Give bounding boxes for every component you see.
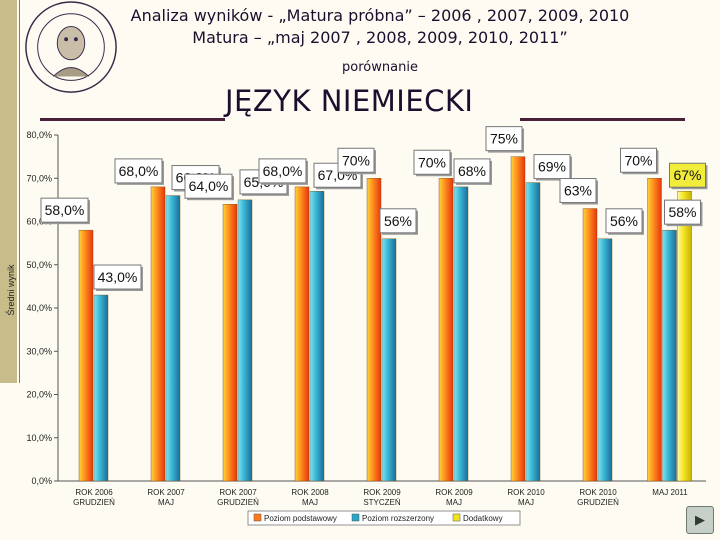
data-label-box — [337, 147, 375, 173]
x-tick-label: GRUDZIEŃ — [217, 498, 259, 507]
data-label: 58,0% — [45, 202, 85, 218]
x-tick-label: ROK 2009 — [435, 488, 473, 497]
bar-basic — [510, 156, 526, 482]
data-label: 69% — [538, 159, 566, 175]
y-tick-label: 20,0% — [26, 390, 52, 400]
data-label-box — [605, 208, 643, 234]
x-tick-label: ROK 2006 — [75, 488, 113, 497]
school-seal-logo — [25, 1, 117, 93]
x-tick-label: ROK 2010 — [579, 488, 617, 497]
data-label: 64,0% — [189, 178, 229, 194]
y-tick-label: 50,0% — [26, 260, 52, 270]
header-line-3: porównanie — [342, 60, 418, 75]
bar-basic — [582, 208, 598, 482]
x-tick-label: MAJ — [302, 498, 318, 507]
next-slide-icon: ▶ — [695, 512, 705, 527]
data-label: 68,0% — [119, 163, 159, 179]
data-label: 68% — [458, 163, 486, 179]
bar-basic — [294, 186, 310, 482]
bar-extended — [453, 186, 469, 482]
x-tick-label: MAJ — [518, 498, 534, 507]
legend-swatch — [351, 513, 360, 522]
legend-swatch — [253, 513, 262, 522]
data-label-box — [40, 197, 89, 223]
bar-extended — [237, 199, 253, 482]
y-tick-label: 70,0% — [26, 173, 52, 183]
legend-frame — [247, 510, 521, 526]
data-label: 70% — [342, 152, 370, 168]
data-label: 56% — [384, 213, 412, 229]
data-label-box — [453, 158, 491, 184]
bar-extended — [662, 229, 677, 482]
x-tick-label: ROK 2007 — [219, 488, 257, 497]
bar-extended — [597, 238, 613, 482]
x-tick-label: MAJ 2011 — [652, 488, 688, 497]
data-label-box — [664, 199, 701, 225]
data-label: 63% — [564, 183, 592, 199]
data-label-box — [620, 147, 657, 173]
bar-basic — [78, 229, 94, 482]
x-tick-label: ROK 2007 — [147, 488, 185, 497]
legend-label: Poziom podstawowy — [264, 514, 337, 523]
x-tick-label: ROK 2010 — [507, 488, 545, 497]
header-line-2: Matura – „maj 2007 , 2008, 2009, 2010, 2… — [192, 28, 568, 47]
data-label: 43,0% — [98, 269, 138, 285]
title-rule-left — [40, 118, 225, 121]
x-tick-label: GRUDZIEŃ — [73, 498, 115, 507]
x-tick-label: GRUDZIEŃ — [577, 498, 619, 507]
x-tick-label: ROK 2009 — [363, 488, 401, 497]
subject-title: JĘZYK NIEMIECKI — [225, 84, 474, 118]
data-label-box — [533, 154, 571, 180]
x-tick-label: MAJ — [158, 498, 174, 507]
title-rule-right — [520, 118, 685, 121]
bar-additional — [677, 191, 692, 482]
bar-extended — [525, 182, 541, 482]
y-tick-label: 0,0% — [31, 476, 52, 486]
data-label: 56% — [610, 213, 638, 229]
y-tick-label: 10,0% — [26, 433, 52, 443]
data-label-box — [114, 158, 163, 184]
data-label-box — [184, 173, 233, 199]
left-decorative-band — [0, 0, 17, 383]
y-axis-label: Średni wynik — [5, 264, 16, 316]
x-tick-label: STYCZEŃ — [363, 498, 401, 507]
bar-basic — [150, 186, 166, 482]
y-tick-label: 60,0% — [26, 217, 52, 227]
x-tick-label: MAJ — [446, 498, 462, 507]
next-slide-button[interactable]: ▶ — [686, 506, 714, 534]
x-tick-label: ROK 2008 — [291, 488, 329, 497]
left-band-divider — [19, 0, 20, 383]
bar-extended — [93, 294, 109, 482]
data-label: 58% — [668, 204, 696, 220]
data-label: 68,0% — [263, 163, 303, 179]
legend-swatch — [452, 513, 461, 522]
header-line-1: Analiza wyników - „Matura próbna” – 2006… — [130, 6, 630, 25]
bar-basic — [647, 178, 662, 482]
data-label: 75% — [490, 131, 518, 147]
y-tick-label: 80,0% — [26, 130, 52, 140]
bar-basic — [222, 203, 238, 482]
data-label-box — [413, 149, 451, 175]
data-label: 70% — [418, 154, 446, 170]
y-tick-label: 40,0% — [26, 303, 52, 313]
legend-label: Dodatkowy — [463, 514, 503, 523]
data-label-box — [258, 158, 307, 184]
bar-basic — [366, 178, 382, 482]
data-label: 70% — [624, 152, 652, 168]
y-tick-label: 30,0% — [26, 346, 52, 356]
bar-extended — [381, 238, 397, 482]
data-label-box — [93, 264, 142, 290]
data-label-box — [485, 126, 523, 152]
data-label: 67% — [673, 167, 701, 183]
data-label-box — [379, 208, 417, 234]
bar-extended — [165, 195, 181, 482]
data-label-box — [669, 162, 706, 188]
legend-label: Poziom rozszerzony — [362, 514, 434, 523]
bar-basic — [438, 178, 454, 482]
data-label-box — [559, 178, 597, 204]
bar-extended — [309, 191, 325, 482]
